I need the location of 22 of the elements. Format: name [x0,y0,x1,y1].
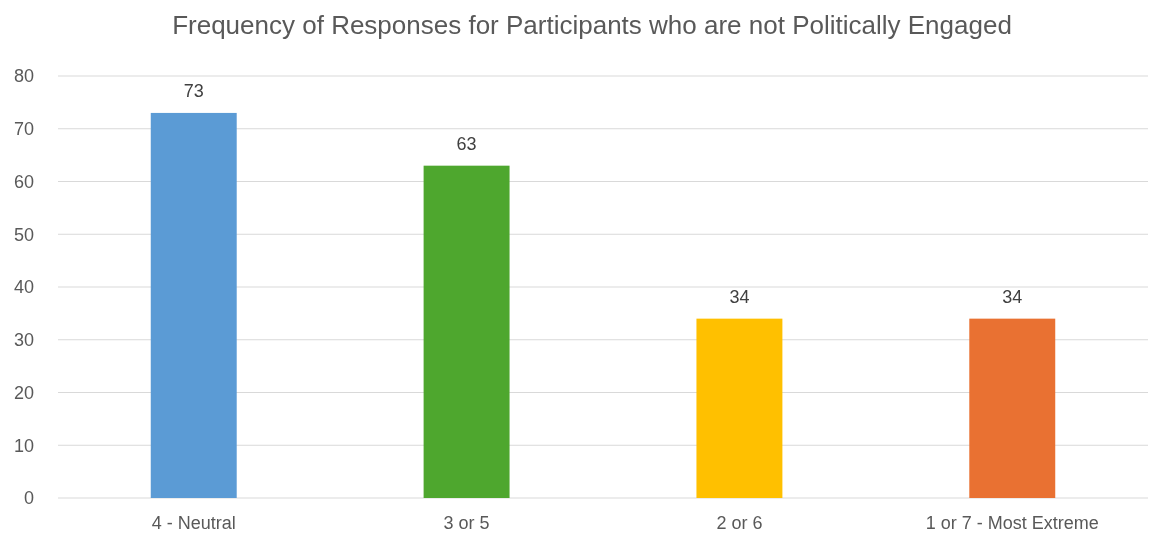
x-tick-label: 4 - Neutral [151,513,236,533]
bar [150,112,237,498]
y-tick-label: 40 [13,277,34,298]
y-tick-label: 50 [13,224,34,245]
bar [696,318,783,498]
y-tick-label: 30 [13,330,34,351]
y-tick-label: 0 [23,488,34,509]
x-tick-label: 2 or 6 [716,513,763,533]
bar [423,165,510,498]
y-tick-label: 10 [13,435,34,456]
x-tick-label: 1 or 7 - Most Extreme [925,513,1099,533]
x-tick-label: 3 or 5 [443,513,490,533]
data-label: 34 [729,286,750,307]
data-label: 73 [183,80,204,101]
data-label: 34 [1002,286,1023,307]
chart-title: Frequency of Responses for Participants who are not Politically Engaged [172,10,1012,40]
data-label: 63 [456,133,477,154]
y-tick-label: 70 [13,119,34,140]
bar [969,318,1056,498]
y-tick-label: 60 [13,171,34,192]
y-tick-label: 80 [13,66,34,87]
y-tick-label: 20 [13,382,34,403]
